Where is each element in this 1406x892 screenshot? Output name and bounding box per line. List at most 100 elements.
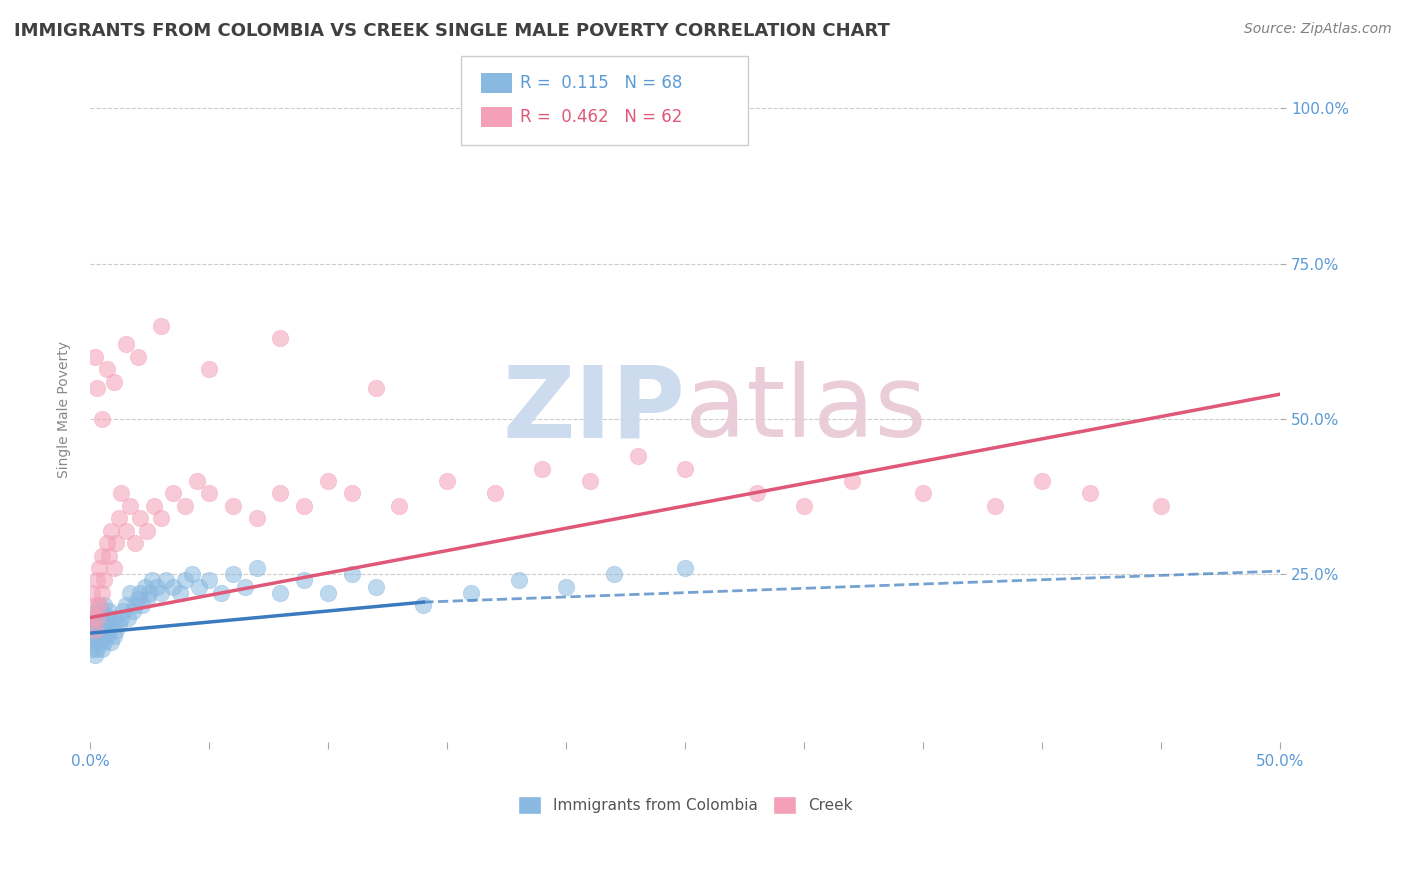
Point: [162, 580, 184, 594]
Point: [150, 586, 173, 600]
Point: [129, 511, 152, 525]
Point: [127, 592, 149, 607]
Point: [86, 604, 108, 618]
Point: [579, 474, 602, 488]
Point: [626, 449, 648, 463]
Point: [114, 337, 136, 351]
Point: [103, 375, 125, 389]
Point: [134, 580, 156, 594]
Point: [89, 599, 111, 613]
Point: [114, 524, 136, 538]
Point: [105, 623, 128, 637]
Point: [340, 486, 363, 500]
Point: [246, 561, 269, 575]
Point: [90, 604, 112, 618]
Point: [531, 461, 554, 475]
Point: [117, 610, 139, 624]
Point: [96, 629, 118, 643]
Point: [983, 499, 1005, 513]
Point: [100, 616, 122, 631]
Point: [107, 616, 129, 631]
Point: [145, 580, 167, 594]
Point: [114, 599, 136, 613]
Point: [98, 604, 121, 618]
Y-axis label: Single Male Poverty: Single Male Poverty: [58, 341, 72, 478]
Point: [484, 486, 506, 500]
Point: [100, 524, 122, 538]
Point: [120, 586, 142, 600]
Point: [186, 474, 208, 488]
Point: [103, 561, 125, 575]
Point: [233, 580, 256, 594]
Point: [86, 610, 108, 624]
Point: [93, 574, 115, 588]
Point: [83, 599, 105, 613]
Point: [89, 599, 111, 613]
Point: [93, 616, 115, 631]
Point: [82, 616, 104, 631]
Point: [131, 599, 153, 613]
Legend: Immigrants from Colombia, Creek: Immigrants from Colombia, Creek: [512, 789, 859, 821]
Point: [1078, 486, 1101, 500]
Point: [209, 586, 232, 600]
Point: [96, 362, 118, 376]
Point: [110, 486, 132, 500]
Point: [136, 524, 159, 538]
Point: [388, 499, 411, 513]
Point: [603, 567, 626, 582]
Point: [86, 629, 108, 643]
Point: [269, 586, 291, 600]
Point: [83, 635, 105, 649]
Point: [222, 567, 245, 582]
Point: [90, 549, 112, 563]
Point: [89, 623, 111, 637]
Text: atlas: atlas: [685, 361, 927, 458]
Point: [107, 511, 129, 525]
Point: [83, 623, 105, 637]
Point: [138, 586, 160, 600]
Point: [364, 381, 387, 395]
Point: [98, 549, 121, 563]
Point: [103, 629, 125, 643]
Point: [181, 567, 204, 582]
Point: [460, 586, 482, 600]
Text: ZIP: ZIP: [502, 361, 685, 458]
Point: [174, 574, 197, 588]
Point: [174, 499, 197, 513]
Point: [1150, 499, 1173, 513]
Point: [436, 474, 458, 488]
Point: [246, 511, 269, 525]
Text: R =  0.462   N = 62: R = 0.462 N = 62: [520, 108, 682, 126]
Point: [150, 511, 173, 525]
Point: [120, 499, 142, 513]
Point: [673, 461, 696, 475]
Point: [83, 648, 105, 662]
Point: [555, 580, 578, 594]
Point: [124, 599, 146, 613]
Point: [912, 486, 935, 500]
Point: [1031, 474, 1053, 488]
Point: [82, 610, 104, 624]
Point: [83, 350, 105, 364]
Point: [292, 574, 315, 588]
Point: [269, 331, 291, 345]
Point: [90, 412, 112, 426]
Point: [86, 641, 108, 656]
Point: [83, 610, 105, 624]
Point: [83, 623, 105, 637]
Text: IMMIGRANTS FROM COLOMBIA VS CREEK SINGLE MALE POVERTY CORRELATION CHART: IMMIGRANTS FROM COLOMBIA VS CREEK SINGLE…: [14, 22, 890, 40]
Point: [162, 486, 184, 500]
Point: [316, 474, 339, 488]
Point: [93, 635, 115, 649]
Text: R =  0.115   N = 68: R = 0.115 N = 68: [520, 74, 682, 92]
Point: [100, 635, 122, 649]
Text: Source: ZipAtlas.com: Source: ZipAtlas.com: [1244, 22, 1392, 37]
Point: [93, 599, 115, 613]
Point: [198, 362, 221, 376]
Point: [745, 486, 768, 500]
Point: [793, 499, 815, 513]
Point: [136, 592, 159, 607]
Point: [90, 586, 112, 600]
Point: [98, 623, 121, 637]
Point: [141, 574, 163, 588]
